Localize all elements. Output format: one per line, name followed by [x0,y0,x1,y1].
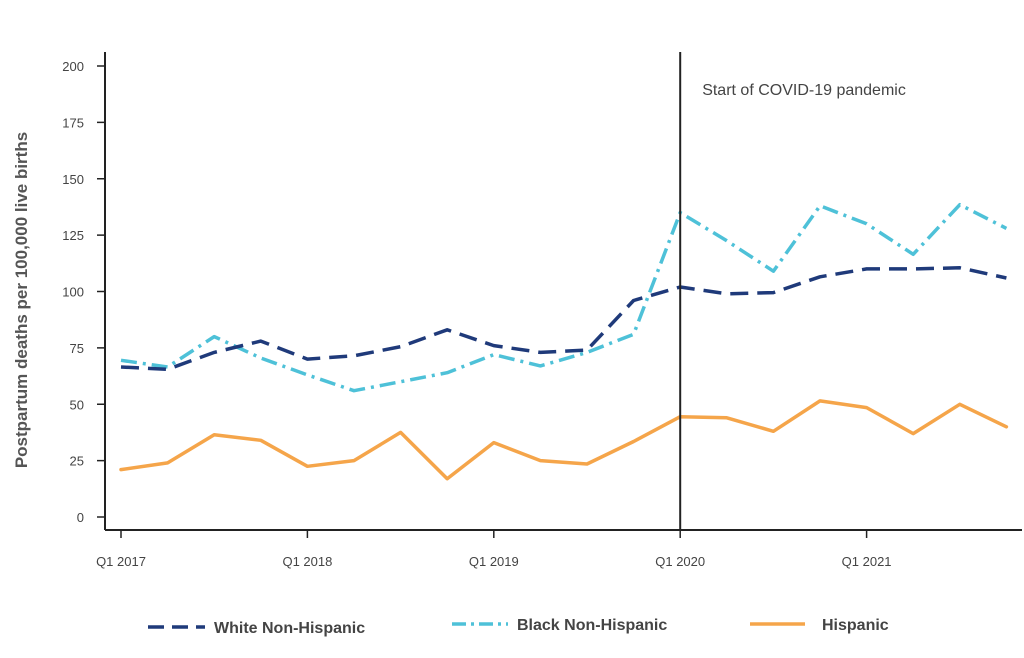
y-tick-label: 100 [62,285,84,300]
legend-label: White Non-Hispanic [214,620,365,637]
y-axis-title: Postpartum deaths per 100,000 live birth… [12,132,31,468]
legend: White Non-Hispanic Black Non-Hispanic Hisp… [148,617,889,637]
y-tick-label: 50 [70,397,84,412]
covid-start-annotation: Start of COVID-19 pandemic [702,82,906,99]
y-tick-label: 175 [62,115,84,130]
x-axis: Q1 2017 Q1 2018 Q1 2019 Q1 2020 Q1 2021 [96,529,1022,569]
legend-label: Hispanic [822,617,889,634]
y-axis: 0 25 50 75 100 125 150 175 200 [62,52,106,530]
series-line-white-non-hispanic [120,266,1007,372]
y-tick-label: 125 [62,228,84,243]
legend-label: Black Non-Hispanic [517,617,667,634]
y-tick-label: 150 [62,172,84,187]
x-tick-label: Q1 2018 [282,554,332,569]
y-tick-label: 75 [70,341,84,356]
x-tick-label: Q1 2021 [842,554,892,569]
x-tick-label: Q1 2020 [655,554,705,569]
series-line-black-non-hispanic [120,202,1008,393]
y-tick-label: 25 [70,454,84,469]
y-tick-label: 200 [62,59,84,74]
series-lines [119,202,1009,481]
annotation-layer: Start of COVID-19 pandemic [679,52,906,530]
y-tick-label: 0 [77,510,84,525]
x-tick-label: Q1 2017 [96,554,146,569]
x-tick-label: Q1 2019 [469,554,519,569]
series-line-hispanic [119,399,1009,481]
